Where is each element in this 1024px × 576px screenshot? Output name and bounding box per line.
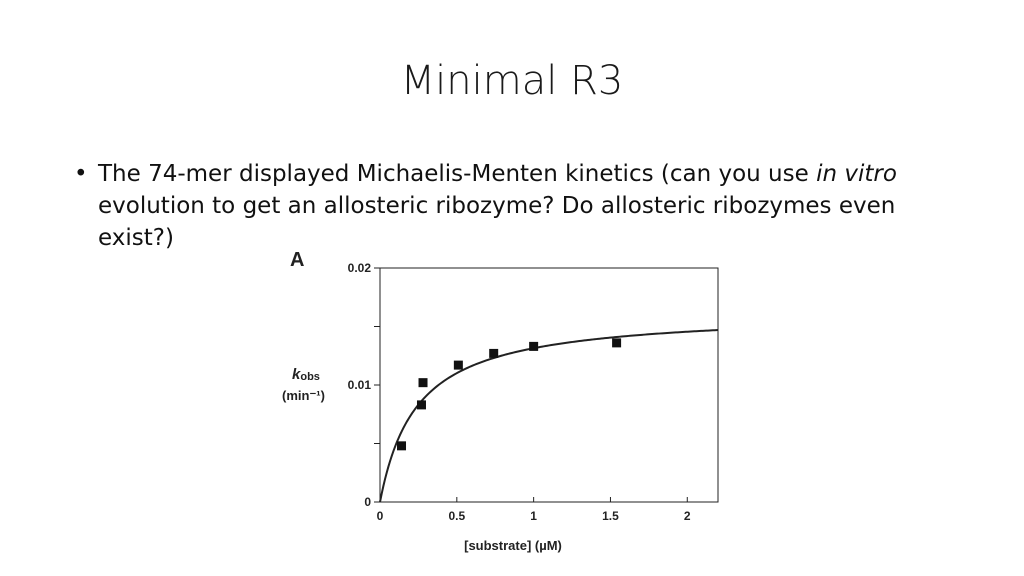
data-point [489, 348, 499, 358]
kinetics-chart-svg: A kobs (min⁻¹) [substrate] (µM) 0 0.5 1 1.5… [282, 249, 719, 553]
data-point [418, 378, 428, 388]
panel-label: A [290, 249, 304, 271]
data-point [453, 360, 463, 370]
y-tick-label: 0.02 [348, 261, 372, 275]
x-tick-label: 0.5 [448, 509, 465, 523]
bullet-text: The 74-mer displayed Michaelis-Menten ki… [98, 158, 954, 254]
svg-text:kobs: kobs [292, 366, 320, 383]
data-point [612, 338, 622, 348]
y-axis-label-main: k [292, 366, 301, 383]
x-tick-label: 1 [530, 509, 537, 523]
y-tick-label: 0.01 [348, 378, 372, 392]
bullet-marker: • [74, 161, 88, 187]
fit-curve [379, 329, 719, 503]
bullet-text-italic: in vitro [816, 161, 897, 187]
data-point [529, 341, 539, 351]
bullet-text-part-1: The 74-mer displayed Michaelis-Menten ki… [98, 161, 817, 187]
y-axis-label-sub: obs [300, 371, 320, 383]
bullet-item: • The 74-mer displayed Michaelis-Menten … [74, 158, 954, 254]
slide-title: Minimal R3 [400, 58, 624, 104]
kinetics-chart: A kobs (min⁻¹) [substrate] (µM) 0 0.5 1 1.5… [270, 244, 740, 564]
x-tick-label: 0 [377, 509, 384, 523]
y-axis-label-unit: (min⁻¹) [282, 388, 325, 403]
data-point [416, 400, 426, 410]
plot-frame [379, 267, 719, 503]
x-tick-label: 1.5 [602, 509, 619, 523]
x-tick-label: 2 [684, 509, 691, 523]
data-point [397, 441, 407, 451]
x-axis-label: [substrate] (µM) [464, 538, 562, 553]
y-axis-label: kobs (min⁻¹) [282, 366, 325, 403]
bullet-text-part-2: evolution to get an allosteric ribozyme?… [98, 193, 896, 251]
y-tick-label: 0 [364, 495, 371, 509]
